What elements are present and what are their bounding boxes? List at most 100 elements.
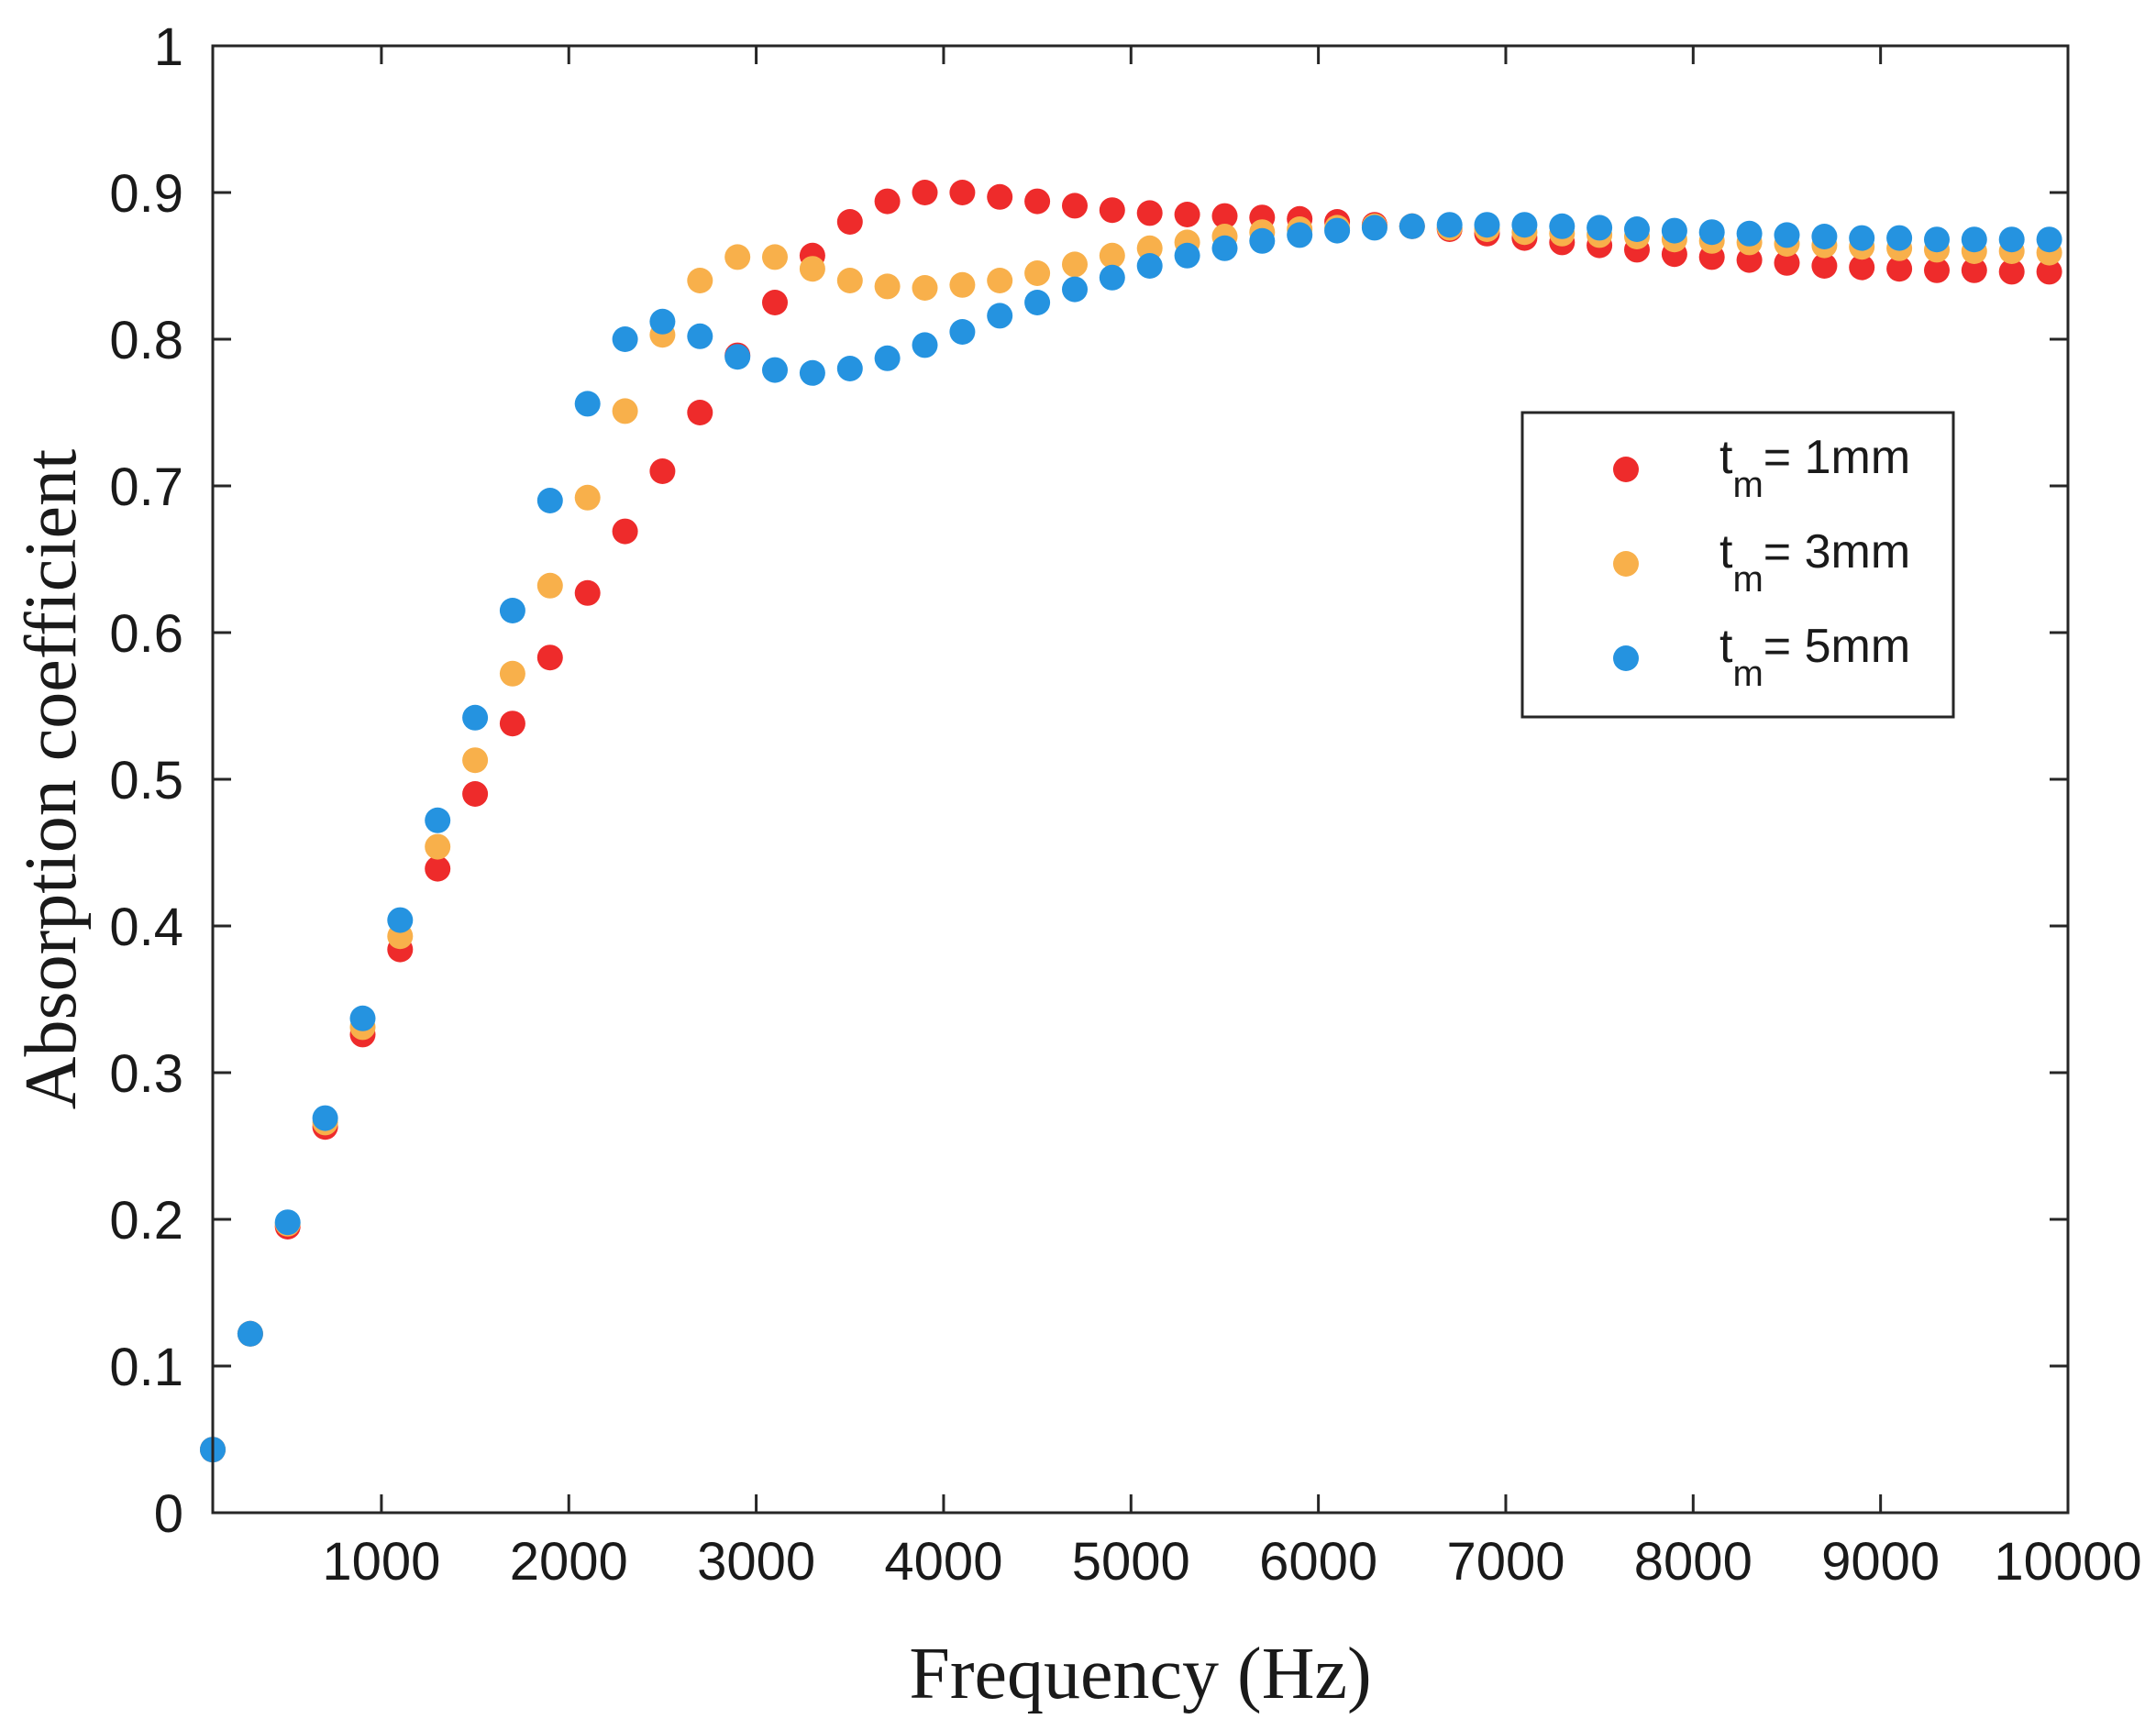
- data-point: [1024, 290, 1051, 315]
- data-point: [687, 323, 713, 349]
- y-tick-label: 0.4: [109, 898, 183, 957]
- x-tick-label: 10000: [1994, 1532, 2141, 1592]
- data-point: [687, 400, 713, 425]
- data-point: [799, 256, 825, 282]
- x-tick-label: 7000: [1446, 1532, 1564, 1592]
- y-axis-title: Absorption coefficient: [11, 449, 92, 1110]
- data-point: [987, 183, 1013, 210]
- data-point: [1661, 217, 1687, 244]
- data-point: [1736, 220, 1763, 247]
- data-point: [499, 711, 525, 737]
- data-point: [1774, 222, 1800, 248]
- data-point: [874, 273, 901, 300]
- data-point: [2036, 226, 2062, 253]
- legend-label: tm= 5mm: [1719, 620, 1910, 694]
- x-tick-label: 9000: [1821, 1532, 1940, 1592]
- x-tick-label: 1000: [322, 1532, 440, 1592]
- legend-marker: [1613, 645, 1639, 671]
- axis-ticks: [213, 44, 2070, 1515]
- y-tick-label: 0.5: [109, 751, 183, 810]
- data-point: [687, 268, 713, 293]
- y-tick-label: 0.3: [109, 1044, 183, 1104]
- data-point: [1099, 264, 1125, 291]
- data-point: [1587, 215, 1613, 241]
- data-point: [1436, 212, 1463, 238]
- data-point: [1849, 254, 1875, 281]
- y-tick-label: 0.2: [109, 1191, 183, 1251]
- data-point: [349, 1005, 376, 1031]
- y-tick-label: 0: [154, 1484, 183, 1544]
- legend-box: [1520, 411, 1955, 719]
- legend: tm= 1mm tm= 3mm tm= 5mm: [1520, 411, 1955, 719]
- data-point: [1811, 224, 1838, 249]
- data-point: [724, 244, 751, 270]
- y-tick-label: 0.7: [109, 457, 183, 517]
- data-point: [499, 660, 525, 687]
- legend-marker: [1613, 551, 1639, 577]
- data-point: [574, 391, 601, 417]
- data-point: [462, 781, 489, 807]
- data-point: [574, 484, 601, 511]
- data-point: [425, 807, 451, 833]
- x-tick-label: 2000: [510, 1532, 628, 1592]
- legend-entry: tm= 1mm: [1613, 431, 1910, 505]
- data-point: [612, 326, 638, 352]
- data-point: [762, 357, 788, 383]
- data-point: [649, 458, 676, 484]
- data-point: [874, 188, 901, 215]
- data-point: [1924, 226, 1950, 253]
- data-point: [1924, 257, 1950, 283]
- data-point: [1287, 222, 1313, 248]
- data-point: [1886, 225, 1913, 251]
- data-point: [1136, 235, 1163, 261]
- x-axis-title: Frequency (Hz): [909, 1634, 1371, 1714]
- data-point: [836, 356, 863, 381]
- data-point: [1249, 227, 1276, 254]
- data-point: [1549, 213, 1576, 239]
- legend-label: tm= 3mm: [1719, 525, 1910, 600]
- data-point: [574, 579, 601, 606]
- y-tick-label: 0.1: [109, 1338, 183, 1397]
- series-2-markers: [200, 213, 2062, 1463]
- data-point: [1474, 212, 1500, 238]
- data-point: [1361, 215, 1388, 241]
- data-point: [274, 1209, 301, 1236]
- y-tick-label: 0.9: [109, 164, 183, 224]
- data-point: [1211, 235, 1238, 261]
- data-point: [1211, 203, 1238, 229]
- data-point: [1698, 219, 1725, 246]
- data-point: [1024, 188, 1051, 215]
- y-tick-label: 0.8: [109, 311, 183, 370]
- data-point: [762, 244, 788, 270]
- series-3-markers: [200, 212, 2062, 1463]
- data-point: [762, 290, 788, 315]
- data-point: [874, 345, 901, 371]
- data-point: [1961, 226, 1987, 253]
- data-point: [312, 1105, 338, 1131]
- data-point: [425, 855, 451, 882]
- y-tick-label: 1: [154, 17, 183, 77]
- data-point: [536, 488, 563, 513]
- data-point: [536, 572, 563, 599]
- data-point: [912, 275, 938, 301]
- data-point: [949, 319, 976, 345]
- data-point: [387, 907, 414, 933]
- data-point: [836, 209, 863, 235]
- data-point: [836, 268, 863, 293]
- data-point: [1099, 197, 1125, 224]
- legend-marker: [1613, 457, 1639, 482]
- data-point: [987, 303, 1013, 329]
- data-point: [1174, 242, 1200, 269]
- data-point: [1062, 193, 1088, 219]
- data-point: [987, 268, 1013, 293]
- y-tick-label: 0.6: [109, 604, 183, 664]
- data-point: [1774, 249, 1800, 276]
- data-point: [612, 398, 638, 424]
- data-point: [724, 344, 751, 370]
- data-point: [1099, 242, 1125, 269]
- data-point: [462, 704, 489, 731]
- data-point: [799, 359, 825, 386]
- data-point: [612, 518, 638, 545]
- data-point: [1062, 251, 1088, 278]
